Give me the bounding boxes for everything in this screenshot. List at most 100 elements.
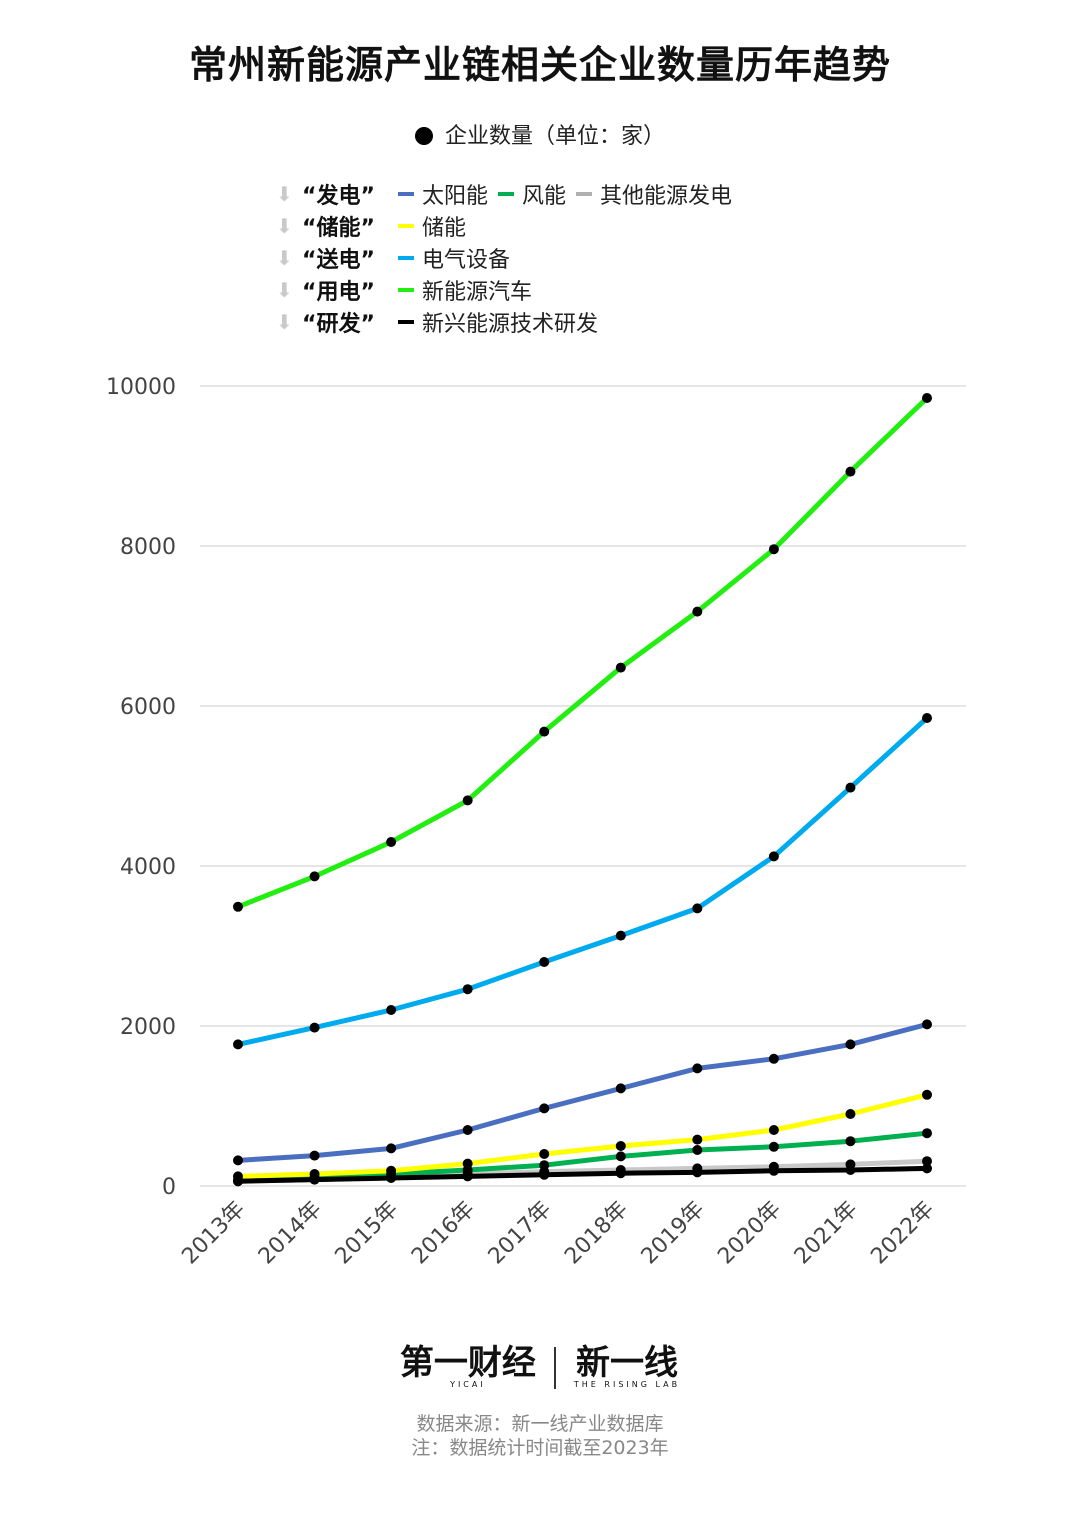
- x-tick-label: 2018年: [560, 1197, 633, 1270]
- data-point: [922, 1156, 932, 1167]
- data-point: [309, 1174, 320, 1185]
- x-tick-label: 2013年: [177, 1197, 250, 1270]
- series-line-新兴能源技术研发: [235, 1165, 930, 1184]
- data-point: [386, 837, 397, 847]
- x-tick-label: 2020年: [713, 1197, 786, 1270]
- data-point: [233, 1039, 243, 1050]
- data-point: [386, 1143, 397, 1154]
- data-point: [233, 901, 243, 912]
- series-line-风能: [235, 1130, 930, 1183]
- y-tick-label: 6000: [120, 695, 176, 720]
- data-point: [692, 606, 703, 617]
- x-tick-label: 2016年: [407, 1197, 480, 1270]
- legend-swatch: [398, 192, 414, 196]
- legend-swatch: [398, 320, 414, 324]
- data-point: [539, 957, 550, 967]
- legend-row-transmission: ⬇ “送电” 电气设备: [276, 242, 836, 274]
- data-point: [615, 1151, 626, 1162]
- legend-item-label: 新兴能源技术研发: [422, 312, 599, 337]
- data-point: [922, 1089, 932, 1100]
- data-point: [309, 1150, 320, 1161]
- x-tick-label: 2014年: [254, 1197, 327, 1270]
- legend-group-label: “储能”: [302, 216, 375, 241]
- data-point: [462, 984, 473, 995]
- legend-group-label: “用电”: [302, 280, 375, 305]
- legend-item-storage: 储能: [398, 210, 466, 242]
- data-point: [768, 1165, 779, 1176]
- data-point: [386, 1005, 397, 1015]
- data-point: [233, 1155, 243, 1166]
- data-point: [615, 1168, 626, 1179]
- legend-item-label: 储能: [422, 216, 467, 241]
- data-point: [692, 1167, 703, 1178]
- data-point: [692, 1145, 703, 1155]
- legend-item-solar: 太阳能: [398, 178, 488, 210]
- legend-row-consumption: ⬇ “用电” 新能源汽车: [276, 274, 836, 306]
- chart-title: 常州新能源产业链相关企业数量历年趋势: [188, 43, 891, 87]
- data-point: [462, 1125, 473, 1135]
- unit-legend: 企业数量（单位：家）: [0, 118, 1080, 150]
- data-point: [386, 1173, 397, 1183]
- legend-item-label: 其他能源发电: [600, 184, 733, 209]
- data-point: [539, 1103, 550, 1114]
- data-point: [922, 1128, 932, 1139]
- legend-group-label: “送电”: [302, 248, 375, 273]
- data-point: [922, 713, 932, 723]
- data-point: [462, 795, 473, 806]
- legend-item-electrical-equipment: 电气设备: [398, 242, 510, 274]
- legend-row-storage: ⬇ “储能” 储能: [276, 210, 836, 242]
- y-tick-label: 10000: [106, 375, 176, 400]
- data-point: [615, 1083, 626, 1094]
- legend-row-rnd: ⬇ “研发” 新兴能源技术研发: [276, 306, 836, 338]
- arrow-down-icon: ⬇: [276, 246, 293, 270]
- x-tick-label: 2021年: [790, 1197, 863, 1270]
- data-point: [922, 1019, 932, 1030]
- legend-item-label: 太阳能: [422, 184, 489, 209]
- legend-swatch: [576, 192, 593, 196]
- data-point: [922, 1163, 932, 1174]
- legend-row-generation: ⬇ “发电” 太阳能 风能 其他能源发电: [276, 178, 836, 210]
- data-point: [768, 851, 779, 862]
- yicai-logo: 第一财经 YICAI: [399, 1343, 536, 1389]
- data-point: [768, 1125, 779, 1135]
- data-point: [539, 1169, 550, 1180]
- data-point: [539, 1160, 550, 1171]
- x-tick-label: 2022年: [866, 1197, 939, 1270]
- data-point: [539, 726, 550, 737]
- data-point: [692, 903, 703, 914]
- y-tick-label: 0: [162, 1175, 176, 1200]
- data-point: [309, 1022, 320, 1033]
- series-line-太阳能: [235, 1021, 930, 1163]
- legend-item-other-generation: 其他能源发电: [576, 178, 732, 210]
- point-marker-icon: [414, 127, 433, 145]
- data-point: [462, 1158, 473, 1169]
- unit-legend-label: 企业数量（单位：家）: [444, 124, 665, 149]
- data-point: [462, 1171, 473, 1182]
- legend-item-label: 新能源汽车: [422, 280, 533, 305]
- legend-item-label: 风能: [522, 184, 567, 209]
- legend-item-wind: 风能: [498, 178, 566, 210]
- arrow-down-icon: ⬇: [276, 214, 293, 238]
- data-point: [845, 466, 856, 477]
- arrow-down-icon: ⬇: [276, 310, 293, 334]
- data-point: [845, 1109, 856, 1119]
- data-point: [845, 1165, 856, 1175]
- series-line-储能: [235, 1092, 930, 1179]
- data-point: [386, 1165, 397, 1176]
- data-point: [922, 393, 932, 403]
- y-tick-label: 2000: [120, 1015, 176, 1040]
- footer-notes: 数据来源：新一线产业数据库 注：数据统计时间截至2023年: [0, 1412, 1080, 1460]
- data-point: [768, 1141, 779, 1152]
- legend-item-rnd: 新兴能源技术研发: [398, 306, 598, 338]
- data-point: [615, 1141, 626, 1151]
- legend-item-label: 电气设备: [422, 248, 511, 273]
- x-tick-label: 2019年: [637, 1197, 710, 1270]
- legend-swatch: [398, 224, 414, 228]
- legend-group-label: “发电”: [302, 184, 375, 209]
- x-tick-label: 2017年: [484, 1197, 557, 1270]
- data-point: [845, 782, 856, 793]
- data-point: [615, 662, 626, 673]
- data-point: [692, 1063, 703, 1074]
- data-point: [768, 544, 779, 555]
